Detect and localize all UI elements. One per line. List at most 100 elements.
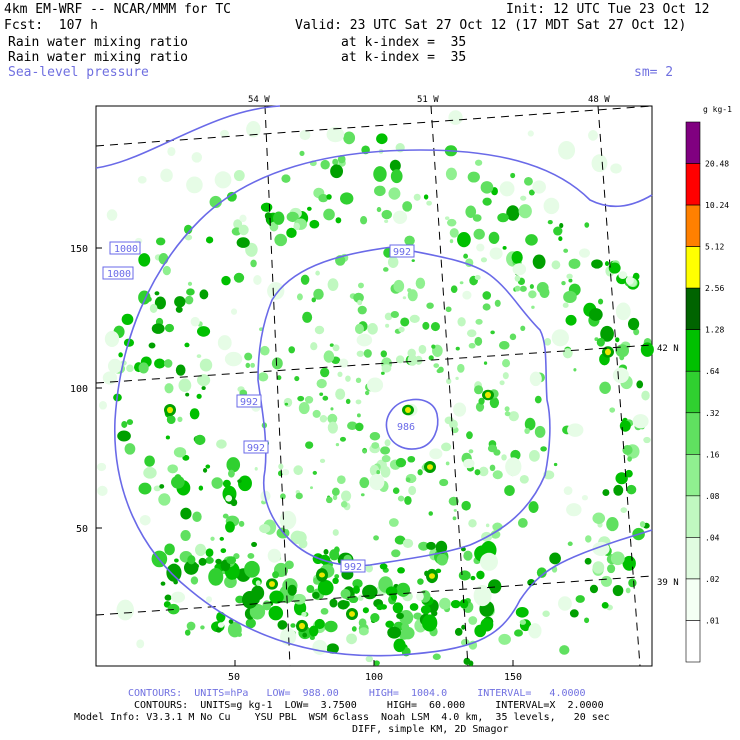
rain-cell (205, 596, 213, 603)
rain-cell (225, 494, 233, 502)
rain-cell (514, 285, 521, 292)
rain-cell (547, 220, 553, 225)
rain-cell (166, 415, 176, 425)
rain-cell (446, 378, 452, 385)
rain-cell (158, 252, 169, 265)
colorbar-level-label: .64 (705, 367, 720, 376)
rain-cell (196, 354, 202, 359)
rain-cell (480, 552, 498, 571)
lon-label-54w: 54 W (248, 95, 270, 105)
rain-cell (404, 235, 415, 246)
rain-cell (524, 417, 536, 431)
rain-cell (271, 357, 283, 370)
rain-cell (246, 121, 261, 138)
rain-cell (395, 355, 405, 364)
rain-cell (183, 560, 199, 575)
rain-cell (499, 380, 505, 386)
rain-cell (488, 231, 500, 244)
rain-cell (306, 584, 315, 593)
rain-cell (253, 275, 262, 286)
rain-cell (457, 231, 471, 248)
rain-cell (422, 321, 430, 330)
rain-cell (468, 449, 474, 454)
rain-cell (205, 548, 214, 558)
rain-cell (639, 521, 646, 528)
rain-cell (202, 468, 208, 473)
rain-cell (380, 350, 388, 358)
rain-cell (439, 597, 451, 610)
colorbar-level-label: .01 (705, 616, 720, 625)
rain-cell (304, 395, 314, 404)
rain-cell (164, 543, 175, 556)
rain-cell (409, 603, 419, 611)
rain-cell (562, 348, 573, 359)
rain-cell (339, 358, 349, 368)
isobar-label-box-992d (340, 559, 366, 573)
rain-cell (465, 205, 477, 218)
rain-cell (186, 621, 196, 631)
rain-cell (343, 131, 356, 145)
rain-cell (519, 619, 527, 625)
rain-cell (184, 295, 194, 305)
rain-cell (352, 585, 360, 594)
rain-cell (164, 323, 175, 333)
colorbar-level-label: 20.48 (705, 160, 729, 169)
rain-cell (633, 328, 640, 336)
meridian-54w (264, 105, 291, 667)
rain-cell (346, 633, 357, 645)
rain-cell (293, 465, 303, 476)
rain-cell (585, 535, 592, 543)
rain-cell (298, 402, 310, 415)
rain-cell (322, 395, 329, 401)
smoothing-label: sm= 2 (634, 65, 674, 80)
rain-cell (360, 493, 365, 497)
parallel-39n (95, 575, 653, 616)
rain-cell (431, 344, 436, 349)
rain-cell (281, 174, 291, 183)
rain-cell (323, 350, 335, 363)
rain-cell (173, 579, 178, 585)
rain-cell (561, 281, 566, 286)
rain-cell (329, 343, 334, 347)
rain-cell (568, 278, 573, 283)
rain-cell (445, 306, 452, 313)
rain-cell (356, 413, 361, 418)
rain-cell (245, 618, 256, 629)
isobar-label-box-992c (243, 440, 269, 454)
rain-cell (566, 503, 582, 517)
rain-cell (397, 567, 405, 574)
rain-cell (489, 464, 496, 472)
rain-cell (475, 402, 485, 412)
rain-cell (325, 496, 333, 504)
rain-cell (272, 571, 280, 579)
rain-cell (301, 611, 307, 617)
rain-cell (314, 618, 325, 630)
rain-cell (121, 313, 134, 325)
rain-cell (445, 167, 457, 181)
rain-cell (428, 355, 434, 361)
rain-cell (455, 346, 460, 351)
rain-cell (222, 479, 231, 488)
rain-cell (314, 325, 325, 335)
rain-cell (489, 397, 500, 409)
rain-cell (468, 519, 477, 528)
rain-cell (420, 605, 431, 615)
rain-cell (400, 317, 410, 327)
rain-cell (319, 458, 326, 463)
rain-cell (528, 623, 542, 639)
sea-level-pressure-contours (95, 105, 653, 657)
rain-cell (264, 212, 272, 220)
rain-cell (330, 407, 334, 411)
isobar-labels: 1000 1000 992 992 992 992 986 (102, 241, 415, 573)
rain-cell (553, 226, 563, 236)
rain-cell (173, 447, 187, 458)
parallel-42n (95, 344, 653, 384)
rain-cell (628, 578, 637, 588)
rain-cell (217, 335, 232, 351)
rain-cell (369, 432, 381, 441)
diffusion-info: DIFF, simple KM, 2D Smagor (352, 724, 509, 735)
rain-cell (313, 288, 324, 300)
rain-cell (373, 166, 387, 182)
rain-cell (524, 427, 530, 434)
rain-cell (358, 282, 364, 289)
